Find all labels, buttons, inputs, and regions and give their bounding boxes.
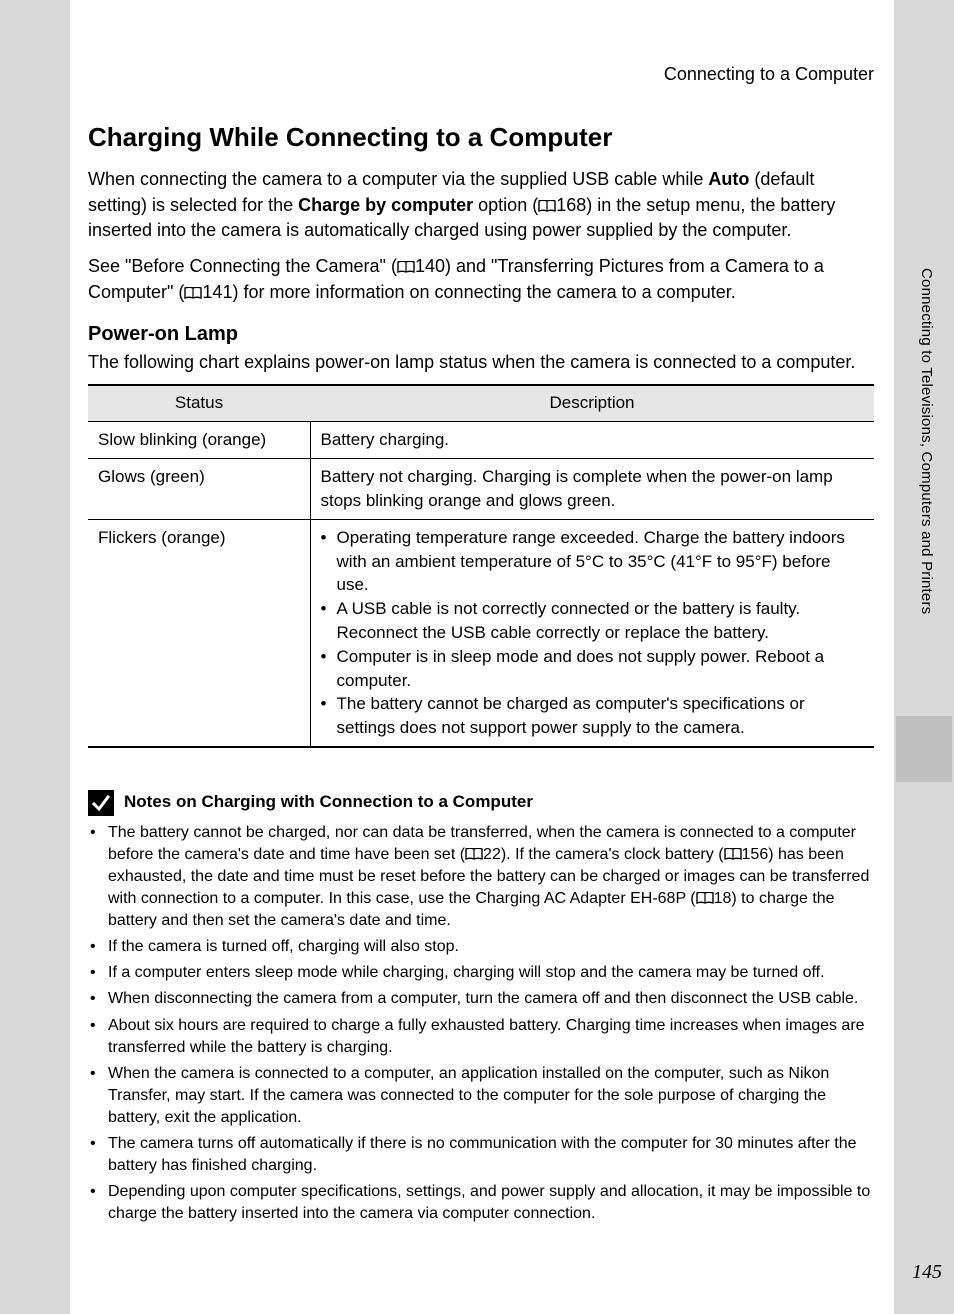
list-item: The battery cannot be charged as compute…: [335, 692, 865, 740]
right-margin-strip: [894, 0, 954, 1314]
page-title: Charging While Connecting to a Computer: [88, 120, 874, 155]
book-icon: [184, 287, 202, 299]
table-row: Flickers (orange) Operating temperature …: [88, 519, 874, 747]
list-item: The battery cannot be charged, nor can d…: [106, 822, 874, 932]
list-item: Operating temperature range exceeded. Ch…: [335, 526, 865, 597]
section-tab: [896, 716, 952, 782]
list-item: When disconnecting the camera from a com…: [106, 988, 874, 1010]
col-header-description: Description: [310, 385, 874, 421]
bold-charge-by-computer: Charge by computer: [298, 195, 473, 215]
poweron-description: The following chart explains power-on la…: [88, 350, 874, 374]
list-item: The camera turns off automatically if th…: [106, 1133, 874, 1177]
desc-cell: Battery not charging. Charging is comple…: [310, 459, 874, 520]
book-icon: [696, 892, 714, 904]
manual-page: Connecting to Televisions, Computers and…: [0, 0, 954, 1314]
list-item: When the camera is connected to a comput…: [106, 1063, 874, 1129]
book-icon: [465, 848, 483, 860]
side-section-label: Connecting to Televisions, Computers and…: [916, 268, 936, 614]
list-item: Depending upon computer specifications, …: [106, 1181, 874, 1225]
list-item: Computer is in sleep mode and does not s…: [335, 645, 865, 693]
list-item: If a computer enters sleep mode while ch…: [106, 962, 874, 984]
list-item: About six hours are required to charge a…: [106, 1015, 874, 1059]
desc-cell: Battery charging.: [310, 422, 874, 459]
table-row: Slow blinking (orange) Battery charging.: [88, 422, 874, 459]
book-icon: [724, 848, 742, 860]
notes-block: Notes on Charging with Connection to a C…: [88, 790, 874, 1225]
status-cell: Flickers (orange): [88, 519, 310, 747]
flicker-reasons-list: Operating temperature range exceeded. Ch…: [321, 526, 865, 740]
col-header-status: Status: [88, 385, 310, 421]
poweron-heading: Power-on Lamp: [88, 321, 874, 348]
notes-list: The battery cannot be charged, nor can d…: [88, 822, 874, 1225]
running-head: Connecting to a Computer: [88, 62, 874, 86]
list-item: A USB cable is not correctly connected o…: [335, 597, 865, 645]
status-cell: Slow blinking (orange): [88, 422, 310, 459]
caution-icon: [88, 790, 114, 816]
notes-heading-row: Notes on Charging with Connection to a C…: [88, 790, 874, 816]
list-item: If the camera is turned off, charging wi…: [106, 936, 874, 958]
bold-auto: Auto: [708, 169, 749, 189]
status-cell: Glows (green): [88, 459, 310, 520]
intro-paragraph-1: When connecting the camera to a computer…: [88, 167, 874, 244]
status-table: Status Description Slow blinking (orange…: [88, 384, 874, 748]
book-icon: [538, 200, 556, 212]
intro-paragraph-2: See "Before Connecting the Camera" (140)…: [88, 254, 874, 305]
table-row: Glows (green) Battery not charging. Char…: [88, 459, 874, 520]
page-number: 145: [912, 1259, 942, 1286]
desc-cell: Operating temperature range exceeded. Ch…: [310, 519, 874, 747]
notes-title: Notes on Charging with Connection to a C…: [124, 791, 533, 814]
book-icon: [397, 261, 415, 273]
left-margin-strip: [0, 0, 70, 1314]
